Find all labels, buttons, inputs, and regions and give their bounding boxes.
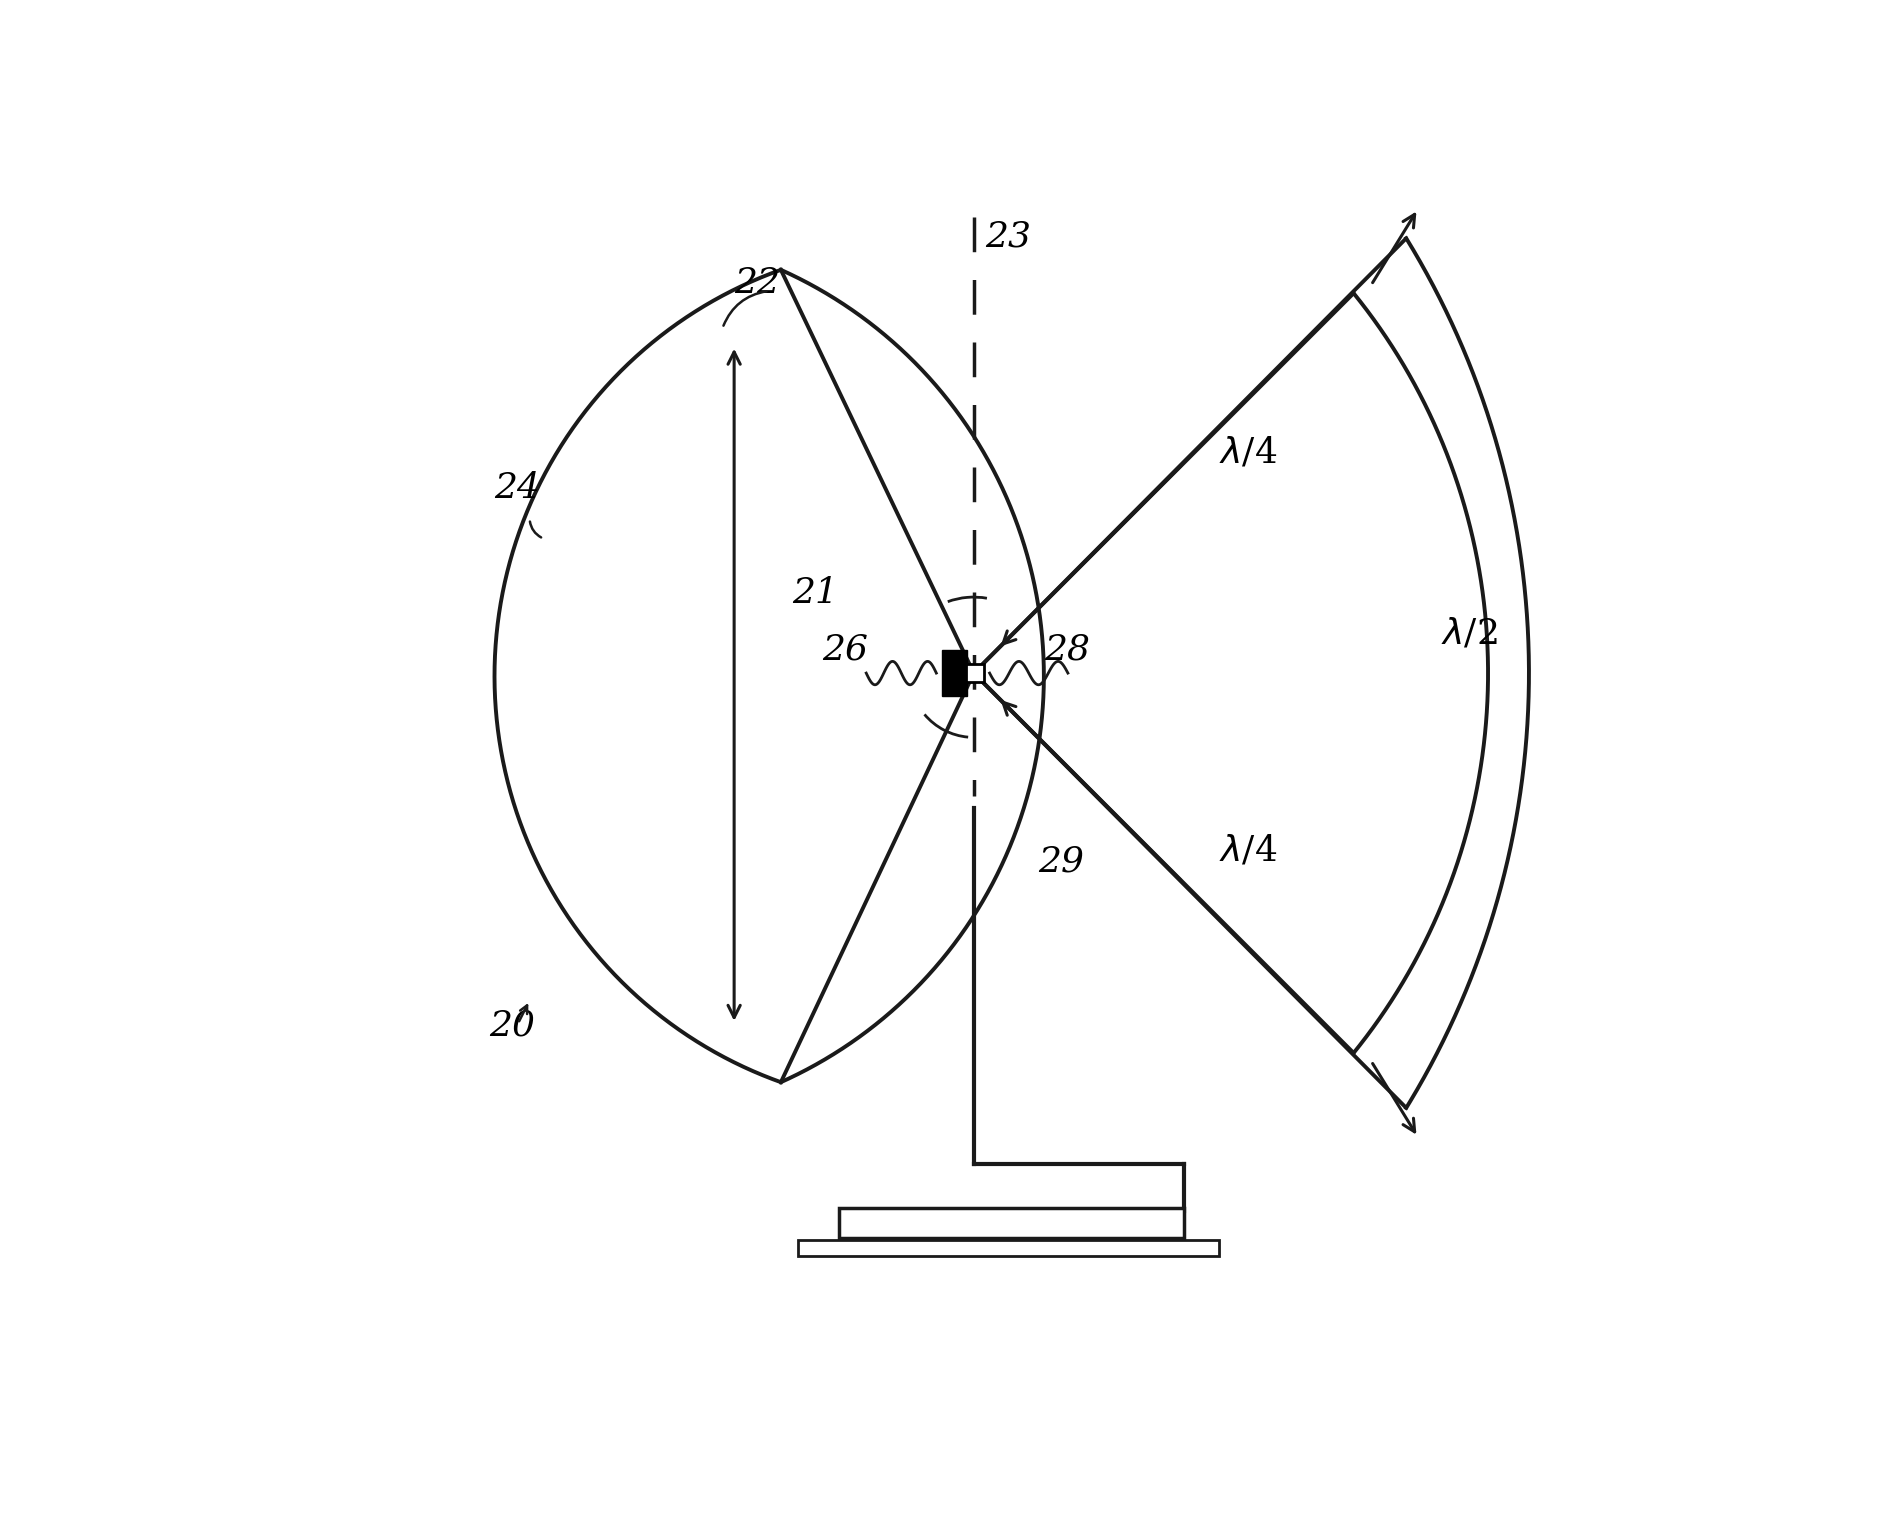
Text: 28: 28 [1043,631,1091,666]
Bar [798,1240,1220,1257]
Text: 29: 29 [1037,846,1085,879]
Text: 23: 23 [986,220,1032,254]
Text: 20: 20 [488,1008,534,1043]
Text: $\lambda$/4: $\lambda$/4 [1220,833,1277,867]
Text: 21: 21 [792,575,838,610]
Text: 22: 22 [733,266,781,301]
Bar [942,650,967,697]
Text: $\lambda$/2: $\lambda$/2 [1442,616,1497,651]
Text: $\lambda$/4: $\lambda$/4 [1220,436,1277,469]
Bar [840,1208,1184,1237]
Bar [965,665,984,682]
Text: 24: 24 [494,471,540,505]
Text: 26: 26 [823,631,868,666]
